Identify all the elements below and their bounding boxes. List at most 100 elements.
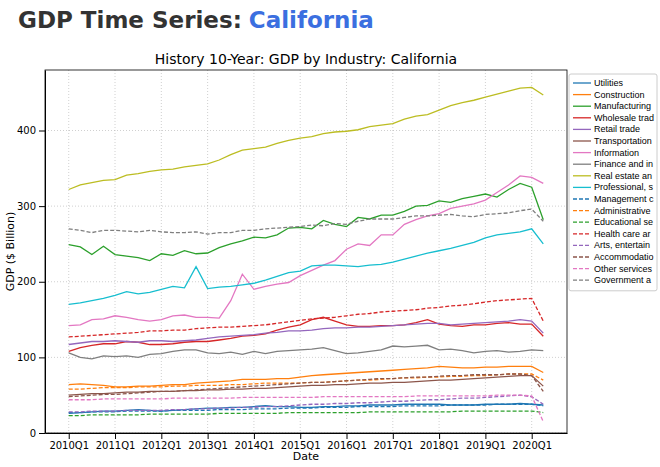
x-tick: 2015Q1 xyxy=(281,433,321,451)
y-tick-label: 400 xyxy=(17,125,36,136)
x-tick-label: 2013Q1 xyxy=(188,440,228,451)
legend-swatch xyxy=(573,233,591,234)
chart: GDP Time Series: California History 10-Yea… xyxy=(0,0,660,467)
legend-swatch xyxy=(573,152,591,153)
grid-line-x xyxy=(115,70,116,433)
legend-swatch xyxy=(573,140,591,141)
y-tick-mark xyxy=(39,357,45,358)
legend-swatch xyxy=(573,82,591,83)
x-tick-mark xyxy=(393,433,394,439)
legend-swatch xyxy=(573,222,591,223)
legend-label: Construction xyxy=(594,90,645,100)
header-highlight: California xyxy=(249,7,374,33)
x-tick-label: 2014Q1 xyxy=(235,440,275,451)
y-tick: 400 xyxy=(17,125,45,136)
y-tick-mark xyxy=(39,433,45,434)
chart-title: History 10-Year: GDP by Industry: Califo… xyxy=(155,51,457,67)
grid-line-y xyxy=(45,357,567,358)
x-axis: 2010Q1 2011Q1 2012Q1 2013Q1 2014Q1 2015Q1 2016… xyxy=(46,433,568,451)
legend-swatch xyxy=(573,117,591,118)
grid-line-x xyxy=(161,70,162,433)
x-tick-mark xyxy=(300,433,301,439)
grid-line-y xyxy=(45,206,567,207)
x-tick-mark xyxy=(347,433,348,439)
legend-label: Information xyxy=(594,148,639,158)
legend-label: Accommodatio xyxy=(594,252,654,262)
grid-line-x xyxy=(68,70,69,433)
x-tick-mark xyxy=(208,433,209,439)
legend-label: Other services xyxy=(594,264,653,274)
series-line xyxy=(69,176,544,326)
y-tick: 300 xyxy=(17,201,45,212)
legend-label: Transportation xyxy=(594,136,652,146)
legend-label: Professional, s xyxy=(594,182,654,192)
grid-line-x xyxy=(439,70,440,433)
series-line xyxy=(69,345,544,359)
y-tick: 100 xyxy=(17,352,45,363)
grid-line-x xyxy=(253,70,254,433)
grid-line-x xyxy=(531,70,532,433)
legend-swatch xyxy=(573,187,591,188)
lines xyxy=(69,87,544,421)
x-axis-title: Date xyxy=(293,450,320,463)
y-tick-label: 100 xyxy=(17,352,36,363)
y-tick: 0 xyxy=(30,428,45,439)
legend-swatch xyxy=(573,129,591,130)
x-tick: 2017Q1 xyxy=(373,433,413,451)
y-tick-label: 300 xyxy=(17,201,36,212)
x-tick-mark xyxy=(115,433,116,439)
series-line xyxy=(69,320,544,345)
legend-swatch xyxy=(573,164,591,165)
legend-label: Finance and in xyxy=(594,159,653,169)
legend-label: Educational se xyxy=(594,217,653,227)
series-line xyxy=(69,411,544,416)
x-tick: 2014Q1 xyxy=(235,433,275,451)
legend-label: Wholesale trad xyxy=(594,113,654,123)
x-tick-label: 2020Q1 xyxy=(512,440,552,451)
x-tick-label: 2010Q1 xyxy=(49,440,89,451)
y-tick-label: 200 xyxy=(17,276,36,287)
legend-label: Health care ar xyxy=(594,229,651,239)
legend-label: Administrative xyxy=(594,206,651,216)
legend-swatch xyxy=(573,198,591,199)
series-line xyxy=(69,317,544,351)
legend-swatch xyxy=(573,256,591,257)
x-tick-label: 2018Q1 xyxy=(420,440,460,451)
x-tick-label: 2019Q1 xyxy=(466,440,506,451)
x-tick-label: 2012Q1 xyxy=(142,440,182,451)
header-text: GDP Time Series: xyxy=(18,7,242,33)
legend-swatch xyxy=(573,210,591,211)
x-tick-label: 2017Q1 xyxy=(373,440,413,451)
grid-line-x xyxy=(300,70,301,433)
series-line xyxy=(69,395,544,421)
legend-swatch xyxy=(573,268,591,269)
x-tick: 2010Q1 xyxy=(49,433,89,451)
legend-swatch xyxy=(573,280,591,281)
x-tick-mark xyxy=(161,433,162,439)
series-line xyxy=(69,376,544,396)
legend-label: Real estate an xyxy=(594,171,652,181)
x-tick: 2016Q1 xyxy=(327,433,367,451)
series-line xyxy=(69,366,544,386)
plot-frame xyxy=(45,70,567,433)
x-tick-label: 2011Q1 xyxy=(96,440,136,451)
y-tick-label: 0 xyxy=(30,428,36,439)
x-tick-label: 2016Q1 xyxy=(327,440,367,451)
legend-label: Management c xyxy=(594,194,654,204)
x-tick-mark xyxy=(532,433,533,439)
y-tick-mark xyxy=(39,206,45,207)
legend-frame xyxy=(569,74,657,291)
legend-label: Utilities xyxy=(594,78,624,88)
x-tick: 2018Q1 xyxy=(420,433,460,451)
grid-line-y xyxy=(45,281,567,282)
page-header: GDP Time Series: California xyxy=(18,7,374,33)
legend-label: Manufacturing xyxy=(594,101,651,111)
series-line xyxy=(69,209,544,234)
grid-line-x xyxy=(346,70,347,433)
y-axis: 0 100 200 300 400 xyxy=(17,71,46,439)
grid-line-x xyxy=(207,70,208,433)
y-tick-mark xyxy=(39,282,45,283)
grid xyxy=(45,70,567,433)
x-tick-mark xyxy=(485,433,486,439)
y-tick-mark xyxy=(39,131,45,132)
